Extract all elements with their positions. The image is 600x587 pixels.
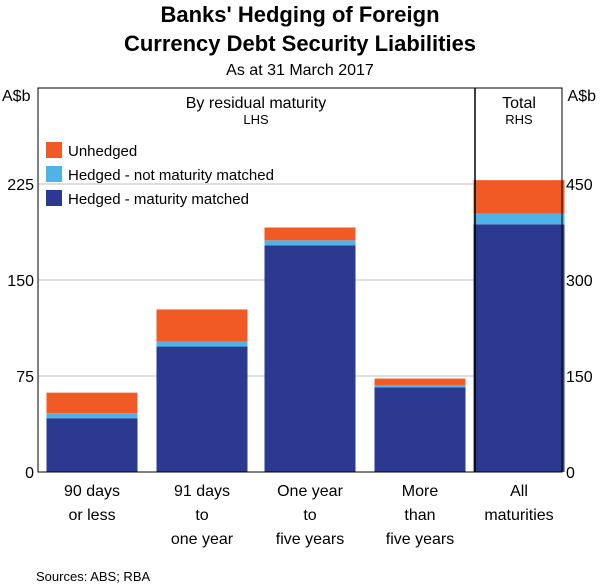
- category-label-1-line-0: 91 days: [174, 483, 230, 500]
- chart-subtitle: As at 31 March 2017: [226, 62, 374, 79]
- category-label-1-line-2: one year: [171, 531, 234, 548]
- category-labels: 90 days or less 91 days to one year One year t…: [64, 483, 554, 548]
- category-label-4-line-1: maturities: [484, 507, 553, 524]
- legend-swatch-hedged-matched: [46, 190, 62, 206]
- category-label-3-line-1: than: [404, 507, 435, 524]
- left-tick-label-1: 75: [16, 369, 34, 386]
- right-tick-label-2: 300: [566, 273, 593, 290]
- bar-2-series-2: [264, 227, 356, 241]
- category-label-2-line-0: One year: [277, 483, 343, 500]
- category-label-2-line-2: five years: [276, 531, 344, 548]
- bars: [46, 180, 565, 472]
- bar-3-series-1: [374, 384, 466, 388]
- left-panel-title: By residual maturity: [186, 95, 327, 112]
- category-label-3-line-0: More: [402, 483, 439, 500]
- right-axis-unit: A$b: [568, 88, 597, 105]
- bar-4-series-1: [473, 213, 565, 225]
- bar-2-series-0: [264, 245, 356, 472]
- bar-3-series-2: [374, 378, 466, 385]
- category-label-4-line-0: All: [510, 483, 528, 500]
- bar-2-series-1: [264, 240, 356, 246]
- bar-0-series-2: [46, 392, 138, 414]
- legend-swatch-hedged-not-matched: [46, 166, 62, 182]
- legend-label-hedged-not-matched: Hedged - not maturity matched: [68, 167, 274, 184]
- bar-4-series-0: [473, 224, 565, 472]
- right-tick-label-0: 0: [566, 465, 575, 482]
- bar-1-series-2: [156, 309, 248, 342]
- right-tick-label-1: 150: [566, 369, 593, 386]
- axis-ticks: 0 75 150 225 0 150 300 450: [7, 177, 593, 482]
- plot-frame: [37, 87, 563, 473]
- bar-0-series-0: [46, 418, 138, 472]
- bar-3-series-0: [374, 387, 466, 472]
- legend: Unhedged Hedged - not maturity matched H…: [46, 142, 274, 208]
- left-tick-label-3: 225: [7, 177, 34, 194]
- bar-1-series-0: [156, 346, 248, 472]
- right-panel-subtitle: RHS: [505, 112, 533, 127]
- legend-label-hedged-matched: Hedged - maturity matched: [68, 191, 249, 208]
- right-tick-label-3: 450: [566, 177, 593, 194]
- category-label-0-line-1: or less: [68, 507, 115, 524]
- legend-swatch-unhedged: [46, 142, 62, 158]
- left-tick-label-2: 150: [7, 273, 34, 290]
- left-axis-unit: A$b: [2, 88, 31, 105]
- chart-title-line-1: Banks' Hedging of Foreign: [160, 2, 439, 27]
- category-label-2-line-1: to: [303, 507, 316, 524]
- bar-1-series-1: [156, 341, 248, 347]
- chart-title-line-2: Currency Debt Security Liabilities: [124, 31, 476, 56]
- left-panel-subtitle: LHS: [243, 112, 269, 127]
- bar-0-series-1: [46, 413, 138, 419]
- category-label-3-line-2: five years: [386, 531, 454, 548]
- category-label-1-line-1: to: [195, 507, 208, 524]
- legend-label-unhedged: Unhedged: [68, 143, 137, 160]
- category-label-0-line-0: 90 days: [64, 483, 120, 500]
- left-tick-label-0: 0: [25, 465, 34, 482]
- source-note: Sources: ABS; RBA: [36, 569, 150, 584]
- right-panel-title: Total: [502, 95, 536, 112]
- bar-4-series-2: [473, 180, 565, 214]
